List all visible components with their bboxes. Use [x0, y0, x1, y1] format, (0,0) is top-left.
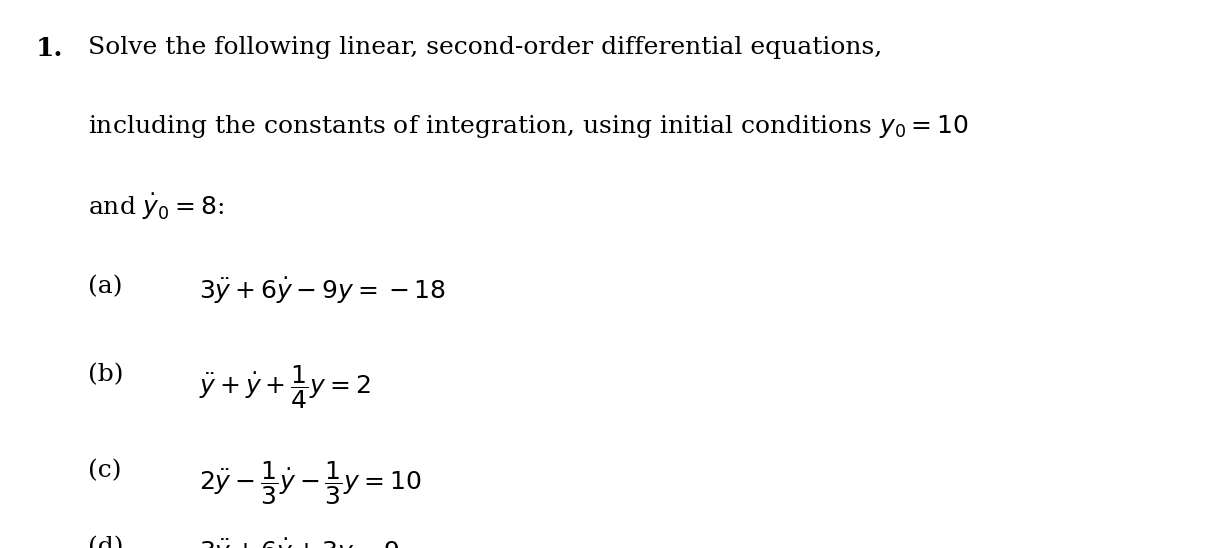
Text: (b): (b): [88, 363, 123, 386]
Text: $2\ddot{y} - \dfrac{1}{3}\dot{y} - \dfrac{1}{3}y = 10$: $2\ddot{y} - \dfrac{1}{3}\dot{y} - \dfra…: [199, 459, 422, 507]
Text: including the constants of integration, using initial conditions $y_0 = 10$: including the constants of integration, …: [88, 113, 968, 140]
Text: $\ddot{y} + \dot{y} + \dfrac{1}{4}y = 2$: $\ddot{y} + \dot{y} + \dfrac{1}{4}y = 2$: [199, 363, 370, 410]
Text: $3\ddot{y} + 6\dot{y} + 3y = 9$: $3\ddot{y} + 6\dot{y} + 3y = 9$: [199, 536, 399, 548]
Text: (c): (c): [88, 459, 122, 482]
Text: Solve the following linear, second-order differential equations,: Solve the following linear, second-order…: [88, 36, 883, 59]
Text: $3\ddot{y} + 6\dot{y} - 9y = -18$: $3\ddot{y} + 6\dot{y} - 9y = -18$: [199, 275, 446, 306]
Text: (a): (a): [88, 275, 123, 298]
Text: 1.: 1.: [36, 36, 64, 61]
Text: and $\dot{y}_0 = 8$:: and $\dot{y}_0 = 8$:: [88, 191, 224, 222]
Text: (d): (d): [88, 536, 123, 548]
